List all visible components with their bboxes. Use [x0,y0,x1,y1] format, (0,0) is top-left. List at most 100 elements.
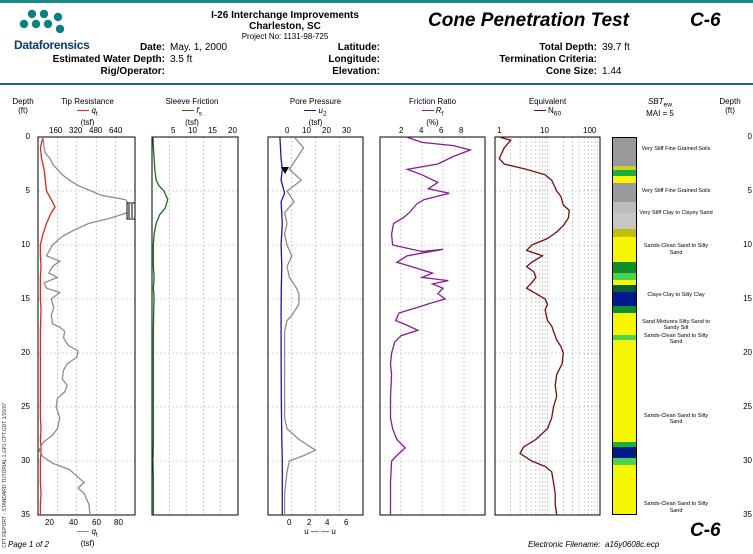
test-id: C-6 [690,10,721,31]
footer-test-id: C-6 [690,520,721,541]
sleeve-title-text: Sleeve Friction [165,97,219,106]
series-line-4-0 [498,136,570,516]
sbt-layer-label: Very Stiff Fine Grained Soils [641,146,711,153]
spt-tick-label: 100 [583,126,597,135]
panel-frame [379,136,486,516]
sbt-layer [613,236,636,262]
tip-tick-label: 480 [89,126,103,135]
project-number: Project No: 1131-98-725 [241,32,329,41]
logo-text: Dataforensics [14,38,90,52]
sbt-column [612,137,637,515]
cone-size-value: 1.44 [602,66,622,77]
tip-bottom-tick-label: 20 [45,518,54,527]
depth-axis-label: Depth [12,97,34,106]
depth-tick-left: 0 [25,132,30,141]
spt-legend: N60 [495,106,600,118]
water-depth-label: Estimated Water Depth: [52,54,165,65]
sbt-layer-label: Sand Mixtures-Silty Sand to Sandy Silt [642,318,710,332]
tip-tick-label: 160 [49,126,63,135]
page-indicator: Page 1 of 2 [8,540,49,549]
tip-unit: (tsf) [80,117,95,127]
depth-tick-right: 15 [743,294,752,303]
sbt-layer-label: Sands-Clean Sand to Silty Sand [643,243,709,256]
pore-bottom-tick-label: 0 [287,518,292,527]
pore-bottom-tick-label: 2 [307,518,312,527]
sleeve-tick-label: 20 [228,126,237,135]
sbt-layer-label: Very Stiff Clay to Clayey Sand [639,209,713,216]
panel-frame [37,136,136,516]
latitude-label: Latitude: [337,42,380,53]
sbt-layer [613,213,636,230]
depth-tick-left: 10 [21,240,30,249]
termination-label: Termination Criteria: [499,54,597,65]
depth-tick-right: 25 [743,402,752,411]
spt-sub: 60 [553,110,562,118]
depth-axis-title-right: Depth (ft) [715,97,745,115]
tip-bottom-symbol: q [91,527,96,536]
ratio-sub: f [441,110,444,118]
filename-label: Electronic Filename: [528,540,601,549]
sbt-layer [613,334,636,340]
off-scale-marker [126,202,136,220]
sleeve-symbol: f [196,106,199,115]
sbt-layer [613,442,636,448]
filename-value: a16y0608c.ecp [605,540,660,549]
pore-bottom-tick-label: 4 [325,518,330,527]
sbt-layer-label: Sands-Clean Sand to Silty Sand [643,332,709,346]
sbt-layer [613,285,636,292]
depth-tick-left: 25 [21,402,30,411]
pore-legend: u2 [268,106,363,118]
depth-tick-left: 20 [21,348,30,357]
friction-ratio-title: Friction Ratio Rf (%) [380,97,485,127]
sbt-layer-label: Clays-Clay to Silty Clay [647,291,705,298]
date-value: May. 1, 2000 [170,42,228,53]
sbt-layer [613,458,636,465]
pore-sub: 2 [322,110,327,118]
sbt-layer-label: Sands-Clean Sand to Silty Sand [643,412,709,426]
water-depth-value: 3.5 ft [170,54,193,65]
depth-axis-unit-right: (ft) [725,106,735,115]
sbt-layer [613,261,636,274]
sbt-layer [613,313,636,335]
pore-symbol: u [318,106,323,115]
dataforensics-logo: Dataforensics [14,8,104,54]
ratio-legend: Rf [380,106,485,118]
pore-bottom-legend: u — — u [304,527,336,536]
tip-symbol: q [91,106,96,115]
total-depth-label: Total Depth: [539,42,597,53]
pore-tick-label: 0 [285,126,290,135]
sbt-layer [613,183,636,203]
tip-tick-label: 640 [109,126,123,135]
sbt-layer [613,279,636,286]
sbt-layer [613,170,636,176]
water-table-icon [281,167,289,174]
depth-tick-left: 30 [21,456,30,465]
pore-tick-label: 10 [302,126,311,135]
sbt-sub: ew [663,101,673,109]
logo-dots-icon [19,9,65,34]
depth-tick-right: 20 [743,348,752,357]
spt-title-text: Equivalent [528,97,567,106]
pore-tick-label: 20 [322,126,331,135]
depth-axis-unit: (ft) [18,106,28,115]
tip-legend: qt [40,106,135,118]
cone-size-label: Cone Size: [545,66,597,77]
sbt-layer [613,138,636,166]
total-depth-value: 39.7 ft [602,42,630,53]
sbt-layer [613,291,636,306]
sbt-layer [613,202,636,214]
depth-tick-right: 35 [743,510,752,519]
equivalent-n60-title: Equivalent N60 [495,97,600,118]
spt-tick-label: 10 [540,126,549,135]
sleeve-tick-label: 15 [208,126,217,135]
date-label: Date: [139,42,165,53]
depth-axis-label-right: Depth [719,97,741,106]
depth-tick-right: 30 [743,456,752,465]
top-accent-bar [0,0,753,3]
series-line-2-0 [279,136,286,515]
sleeve-tick-label: 10 [188,126,197,135]
depth-axis-title-left: Depth (ft) [8,97,38,115]
ratio-tick-label: 4 [419,126,424,135]
ratio-unit: (%) [426,117,439,127]
